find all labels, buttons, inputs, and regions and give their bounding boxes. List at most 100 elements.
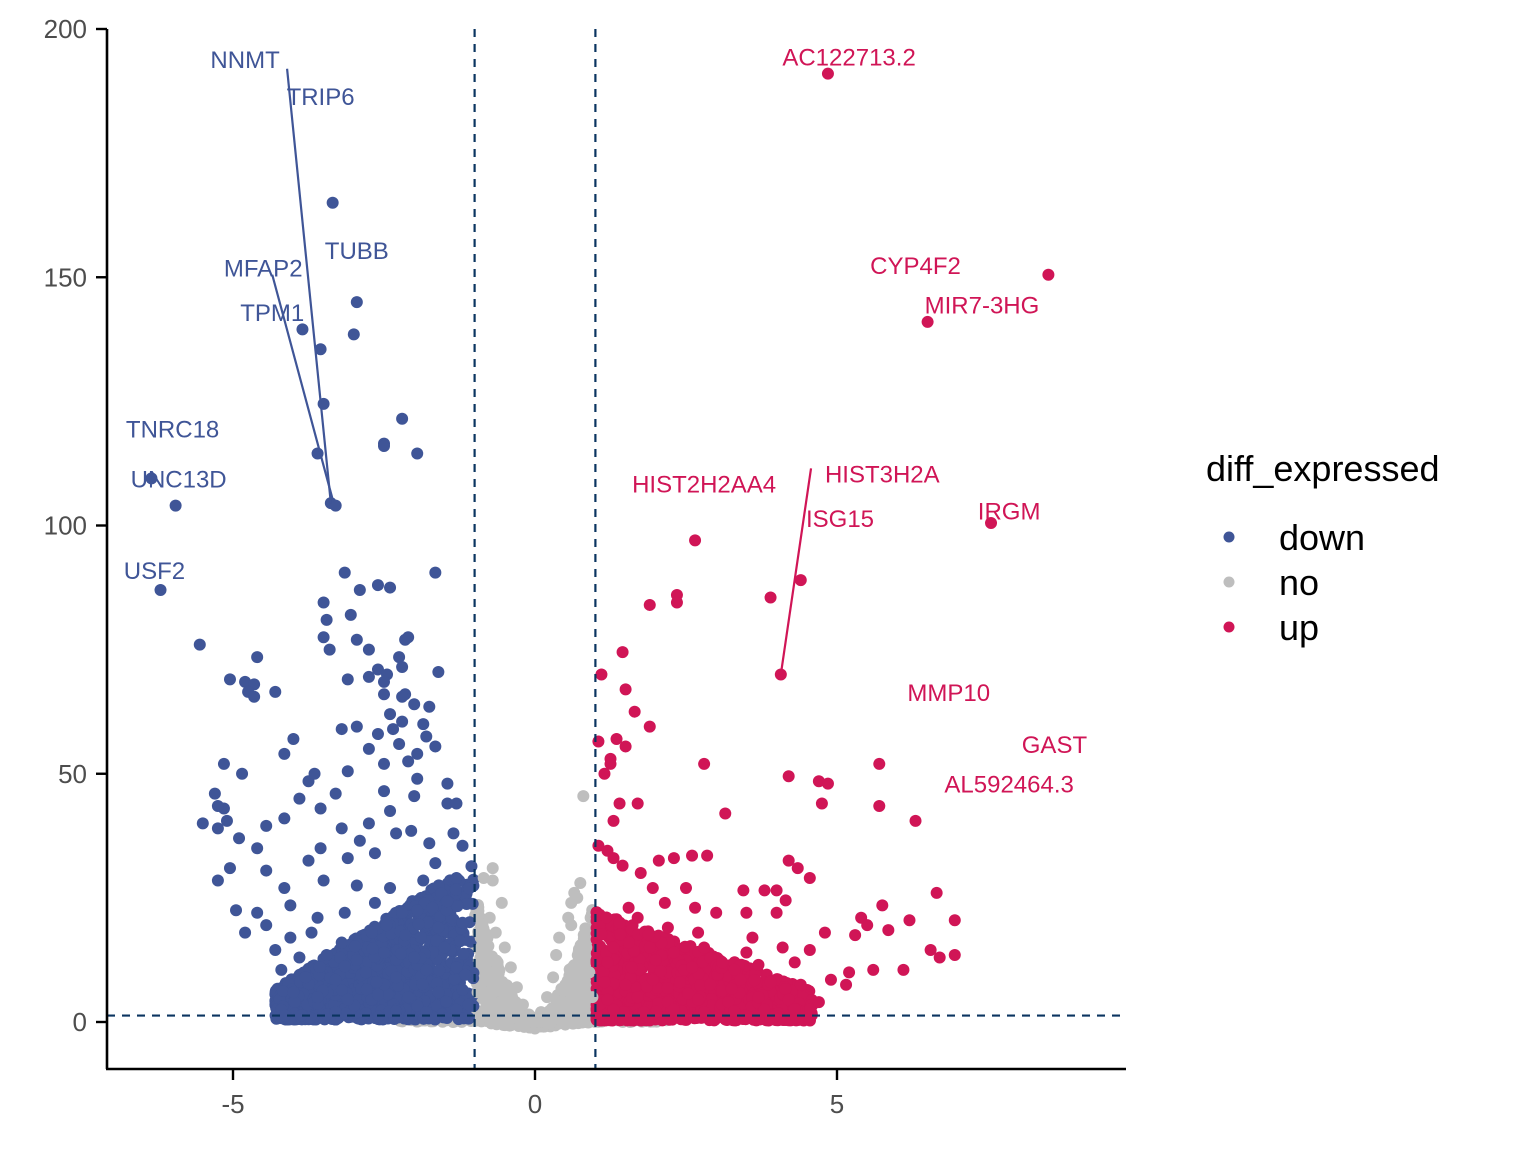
point-no bbox=[581, 977, 594, 990]
point-down bbox=[350, 879, 363, 892]
point-down bbox=[371, 579, 384, 592]
point-down bbox=[432, 665, 445, 678]
point-up bbox=[803, 872, 816, 885]
point-no bbox=[541, 991, 554, 1004]
point-down bbox=[341, 852, 354, 865]
point-down bbox=[302, 854, 315, 867]
point-up bbox=[821, 67, 834, 80]
point-no bbox=[553, 931, 566, 944]
legend-key-up bbox=[1223, 621, 1235, 633]
point-down bbox=[432, 986, 445, 999]
point-up bbox=[597, 965, 610, 978]
point-down bbox=[366, 942, 379, 955]
point-up bbox=[728, 963, 741, 976]
point-down bbox=[438, 941, 451, 954]
point-down bbox=[441, 797, 454, 810]
point-down bbox=[390, 1005, 403, 1018]
point-down bbox=[329, 787, 342, 800]
point-down bbox=[450, 872, 463, 885]
point-up bbox=[704, 978, 717, 991]
point-up bbox=[682, 987, 695, 1000]
point-up bbox=[613, 916, 626, 929]
point-up bbox=[764, 591, 777, 604]
point-up bbox=[610, 732, 623, 745]
point-down bbox=[390, 827, 403, 840]
point-up bbox=[740, 946, 753, 959]
point-down bbox=[384, 708, 397, 721]
point-down bbox=[223, 673, 236, 686]
point-up bbox=[873, 800, 886, 813]
point-down bbox=[326, 196, 339, 209]
label-connector-hist3h2a bbox=[779, 468, 813, 675]
point-up bbox=[921, 315, 934, 328]
point-down bbox=[362, 670, 375, 683]
point-up bbox=[619, 683, 632, 696]
point-up bbox=[604, 757, 617, 770]
point-up bbox=[595, 668, 608, 681]
legend-key-no bbox=[1223, 576, 1235, 588]
point-down bbox=[269, 944, 282, 957]
point-up bbox=[600, 911, 613, 924]
point-down bbox=[387, 723, 400, 736]
point-no bbox=[474, 931, 487, 944]
data-points bbox=[145, 67, 1055, 1021]
point-down bbox=[457, 1012, 470, 1025]
point-down bbox=[412, 918, 425, 931]
point-down bbox=[323, 643, 336, 656]
x-ticks: -5 0 5 bbox=[221, 1069, 844, 1119]
point-up bbox=[698, 757, 711, 770]
point-up bbox=[794, 574, 807, 587]
point-down bbox=[344, 608, 357, 621]
point-down bbox=[429, 857, 442, 870]
point-down bbox=[362, 817, 375, 830]
point-up bbox=[613, 797, 626, 810]
point-up bbox=[607, 1003, 620, 1016]
point-down bbox=[371, 728, 384, 741]
gene-label: MIR7-3HG bbox=[925, 293, 1040, 320]
point-down bbox=[429, 740, 442, 753]
point-no bbox=[477, 872, 490, 885]
point-down bbox=[429, 999, 442, 1012]
point-down bbox=[353, 834, 366, 847]
point-down bbox=[278, 881, 291, 894]
point-up bbox=[670, 596, 683, 609]
point-down bbox=[396, 906, 409, 919]
point-down bbox=[447, 827, 460, 840]
point-up bbox=[764, 976, 777, 989]
point-down bbox=[317, 631, 330, 644]
point-down bbox=[411, 772, 424, 785]
point-down bbox=[433, 964, 446, 977]
point-down bbox=[320, 613, 333, 626]
point-up bbox=[634, 867, 647, 880]
point-down bbox=[278, 812, 291, 825]
point-down bbox=[396, 661, 409, 674]
point-up bbox=[948, 948, 961, 961]
gene-label: TPM1 bbox=[240, 300, 304, 327]
gene-label: NNMT bbox=[210, 47, 280, 74]
point-up bbox=[667, 1003, 680, 1016]
point-up bbox=[737, 884, 750, 897]
point-down bbox=[396, 412, 409, 425]
point-no bbox=[547, 971, 560, 984]
point-down bbox=[335, 723, 348, 736]
point-down bbox=[350, 953, 363, 966]
point-down bbox=[278, 747, 291, 760]
legend-item-down: down bbox=[1223, 517, 1365, 558]
point-down bbox=[371, 988, 384, 1001]
point-up bbox=[631, 991, 644, 1004]
x-tick-label: 0 bbox=[528, 1089, 542, 1119]
point-down bbox=[384, 881, 397, 894]
gene-label: TUBB bbox=[325, 238, 389, 265]
point-down bbox=[448, 973, 461, 986]
point-down bbox=[196, 817, 209, 830]
point-down bbox=[220, 814, 233, 827]
point-down bbox=[370, 976, 383, 989]
point-up bbox=[924, 944, 937, 957]
point-up bbox=[661, 981, 674, 994]
point-down bbox=[411, 447, 424, 460]
point-up bbox=[782, 854, 795, 867]
point-up bbox=[861, 919, 874, 932]
point-down bbox=[408, 951, 421, 964]
point-no bbox=[471, 986, 484, 999]
point-down bbox=[236, 767, 249, 780]
